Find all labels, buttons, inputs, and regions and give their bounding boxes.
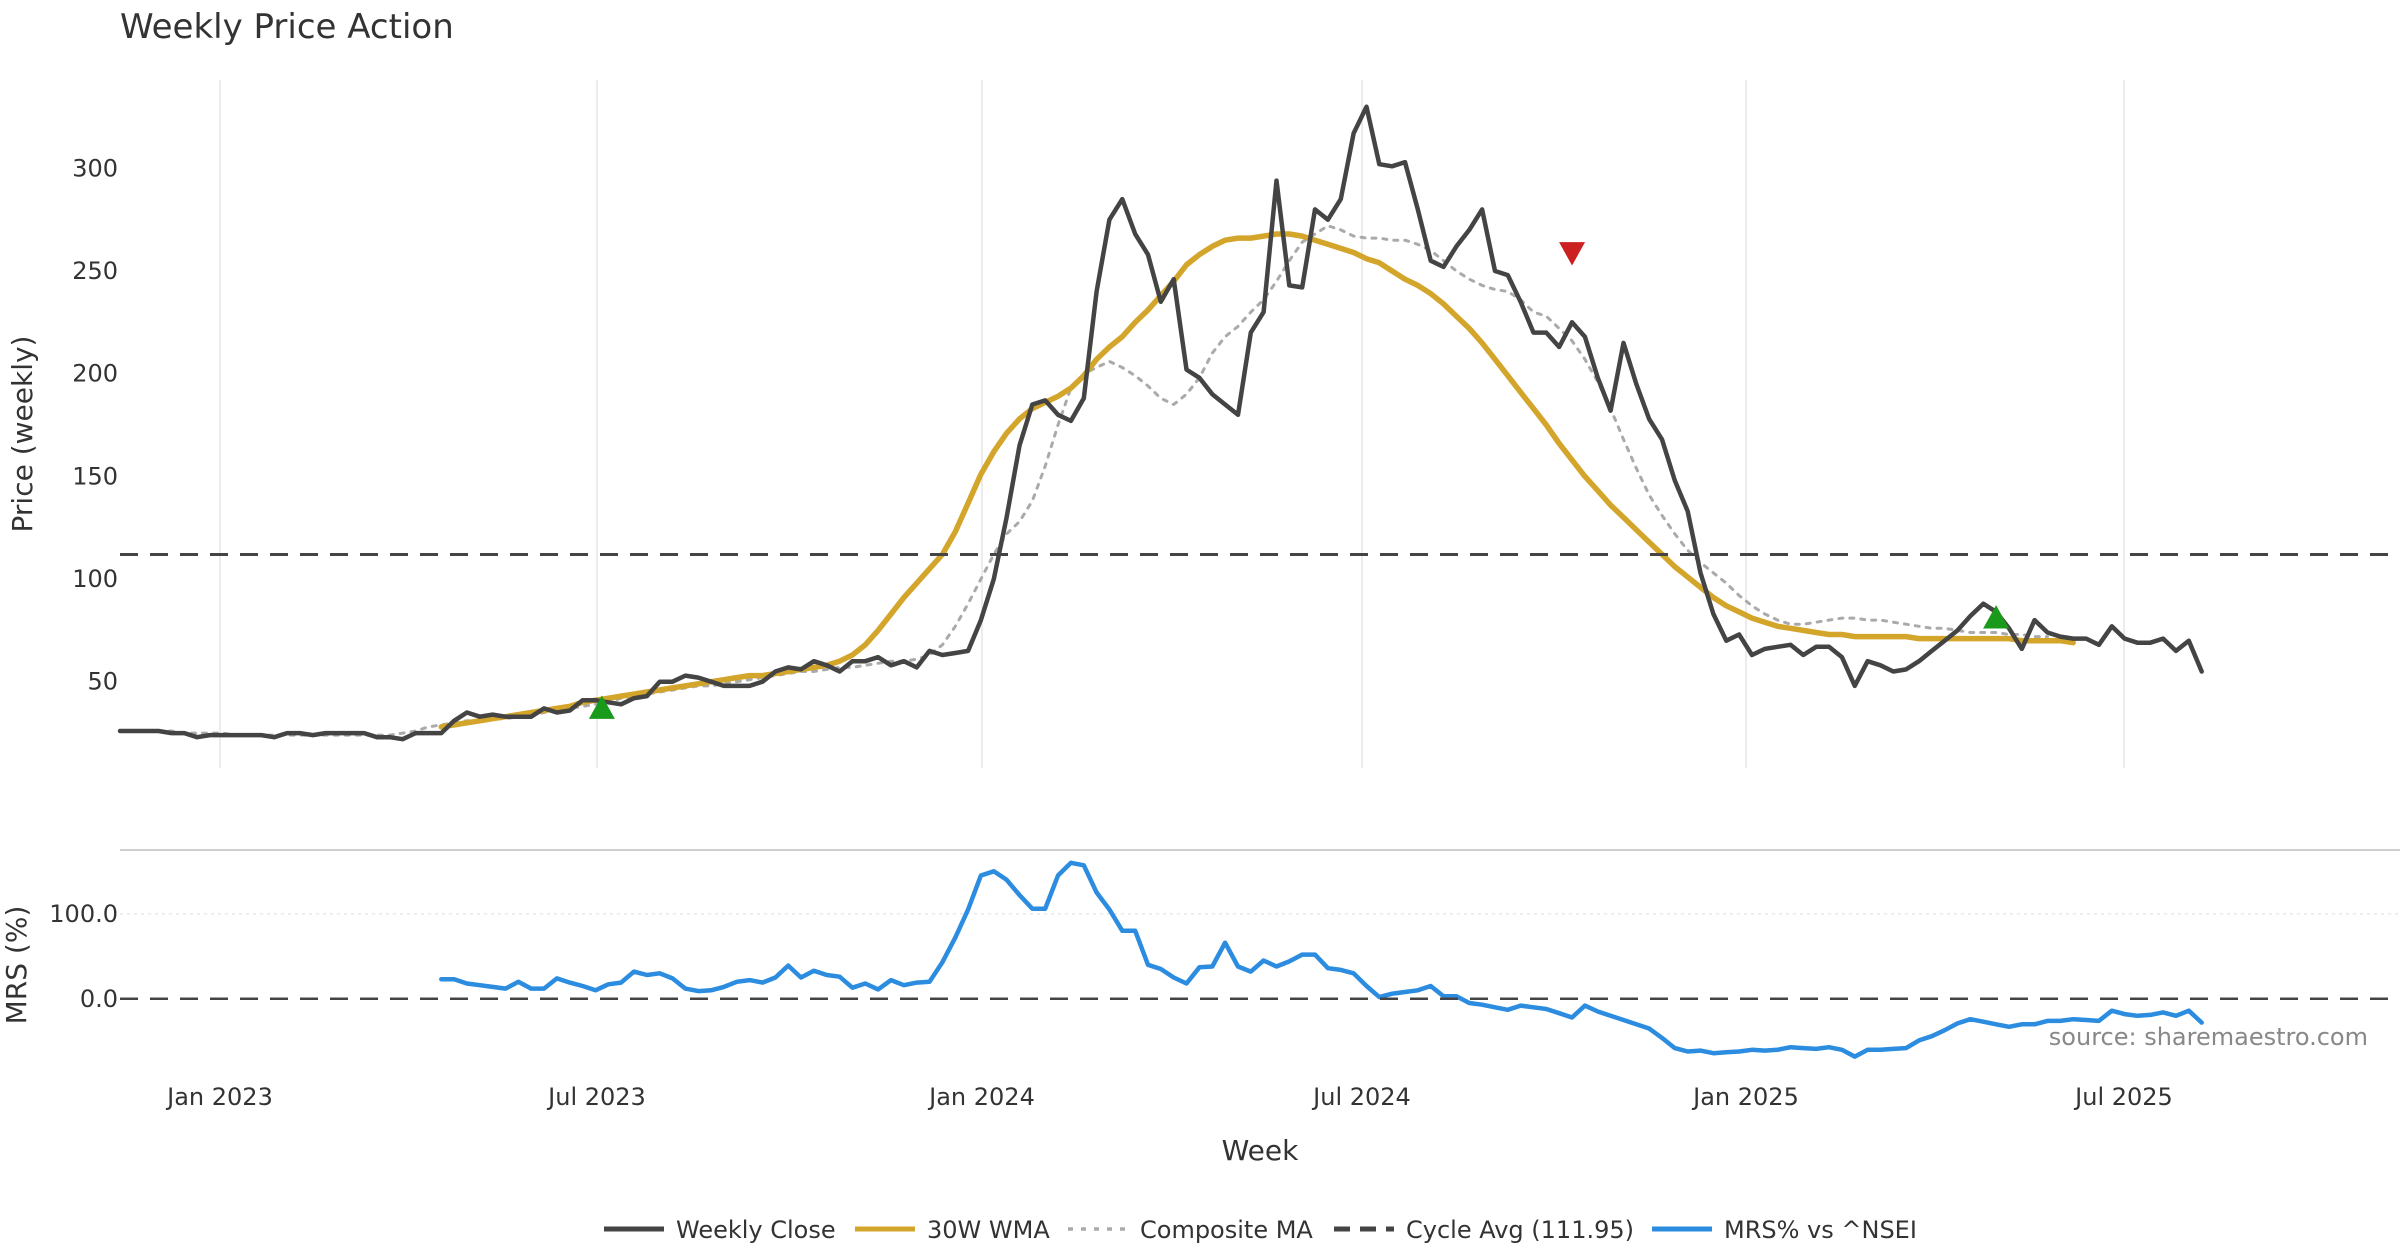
price-y-tick-label: 300 [72,154,118,182]
x-tick-label: Jul 2024 [1311,1083,1411,1111]
legend-label-mrs-vs-nsei: MRS% vs ^NSEI [1724,1216,1917,1244]
x-axis-label: Week [1222,1134,1299,1167]
weekly-close-series [117,104,2204,742]
price-panel: Weekly Price Action 50 100 150 200 250 300 Pric… [6,7,2400,768]
legend-label-cycle-avg-111-95: Cycle Avg (111.95) [1406,1216,1634,1244]
sell-signal-marker [1559,242,1586,266]
x-tick-label: Jan 2023 [165,1083,273,1111]
price-y-tick-label: 150 [72,462,118,490]
legend-label-composite-ma: Composite MA [1140,1216,1313,1244]
30w-wma-series [438,231,2076,730]
price-y-tick-label: 100 [72,565,118,593]
legend-label-30w-wma: 30W WMA [927,1216,1050,1244]
source-annotation: source: sharemaestro.com [2049,1023,2368,1051]
mrs-y-axis-label: MRS (%) [0,906,33,1025]
x-tick-label: Jan 2024 [927,1083,1035,1111]
price-y-axis-label: Price (weekly) [6,336,39,533]
chart-title: Weekly Price Action [120,7,454,47]
x-tick-label: Jan 2025 [1691,1083,1799,1111]
legend-label-weekly-close: Weekly Close [676,1216,836,1244]
x-tick-label: Jul 2023 [546,1083,646,1111]
mrs-y-tick-label: 100.0 [49,900,118,928]
price-y-tick-label: 200 [72,360,118,388]
buy-signal-marker [1983,605,2010,629]
mrs-y-tick-label: 0.0 [80,985,118,1013]
mrs-series [439,860,2204,1059]
composite-ma-series [157,224,2049,737]
price-y-tick-label: 50 [87,668,118,696]
x-tick-label: Jul 2025 [2073,1083,2173,1111]
mrs-panel: 0.0 100.0 MRS (%) source: sharemaestro.com J… [0,849,2400,1167]
price-y-tick-label: 250 [72,257,118,285]
buy-signal-marker [588,695,615,719]
legend: Weekly Close 30W WMA Composite MA Cycle Avg… [604,1216,1917,1244]
